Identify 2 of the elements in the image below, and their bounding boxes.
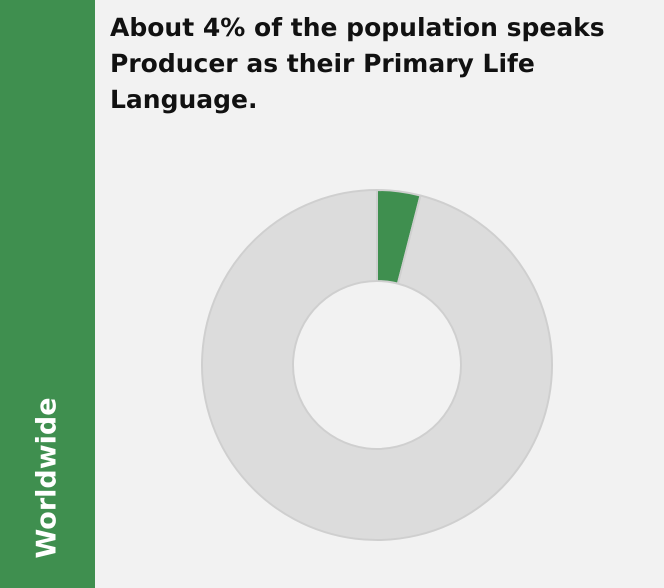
chart-title: About 4% of the population speaks Producer as their Primary Life Language.: [110, 12, 606, 116]
text: Worldwide: [32, 397, 62, 559]
